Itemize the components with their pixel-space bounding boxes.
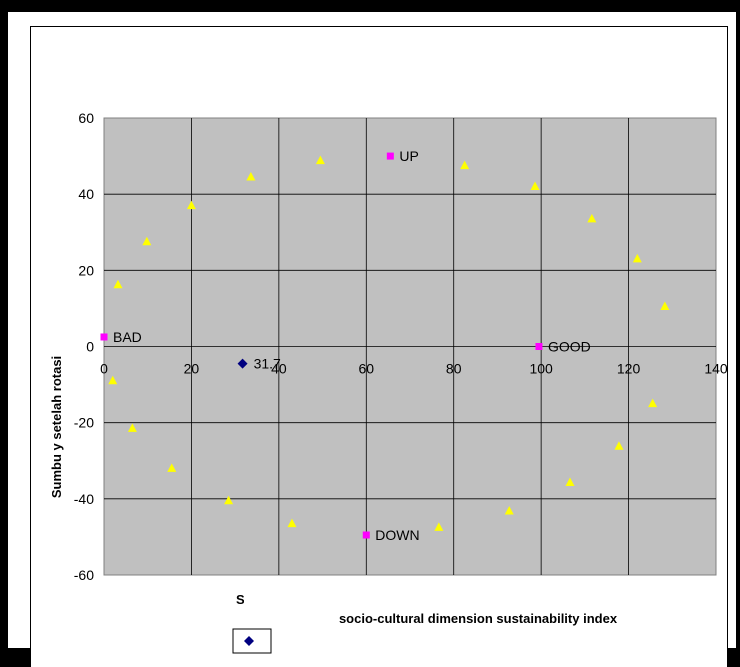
y-axis-title: Sumbu y setelah rotasi [49, 356, 64, 498]
data-point-triangle [460, 160, 470, 170]
y-tick-label: -60 [74, 567, 94, 583]
anchor-label-down: DOWN [375, 527, 419, 543]
y-tick-label: 60 [78, 110, 94, 126]
x-tick-label: 120 [617, 361, 641, 377]
y-tick-label: -40 [74, 491, 94, 507]
index-point-label: 31.7 [254, 356, 281, 372]
anchor-point-bad [100, 333, 108, 341]
data-point-triangle [565, 477, 575, 486]
plot-layer: -60 -40 -20 0 20 40 60 0 20 40 60 80 100 120 140 BAD UP G… [74, 110, 727, 583]
anchor-label-good: GOOD [548, 339, 591, 355]
data-point-triangle [246, 172, 256, 181]
anchor-label-bad: BAD [113, 329, 142, 345]
legend [232, 628, 272, 654]
data-point-triangle [504, 506, 514, 515]
data-point-triangle [186, 200, 196, 210]
y-tick-label: 40 [78, 186, 94, 202]
y-tick-label: -20 [74, 415, 94, 431]
index-point-marker [237, 358, 248, 369]
anchor-point-good [535, 343, 543, 350]
chart-area: -60 -40 -20 0 20 40 60 0 20 40 60 80 100 120 140 BAD UP G… [30, 26, 728, 667]
data-point-triangle [108, 375, 118, 385]
anchor-point-up [386, 152, 394, 160]
x-axis-title-fragment: S [236, 592, 245, 607]
data-point-triangle [113, 279, 123, 289]
legend-cover [244, 585, 276, 613]
data-point-triangle [632, 253, 642, 263]
x-tick-label: 20 [184, 361, 200, 377]
data-point-triangle [434, 522, 444, 531]
x-tick-label: 40 [271, 361, 287, 377]
y-tick-label: 20 [78, 262, 94, 278]
x-axis-title: socio-cultural dimension sustainability … [339, 611, 618, 626]
data-point-triangle [648, 398, 658, 408]
data-point-triangle [127, 423, 137, 432]
x-tick-label: 140 [704, 361, 727, 377]
x-tick-label: 0 [100, 361, 108, 377]
data-point-triangle [287, 518, 297, 528]
y-tick-label: 0 [86, 339, 94, 355]
data-point-triangle [530, 181, 540, 191]
x-tick-label: 80 [446, 361, 462, 377]
anchor-point-down [362, 531, 370, 539]
x-tick-label: 60 [358, 361, 374, 377]
scatter-chart: -60 -40 -20 0 20 40 60 0 20 40 60 80 100 120 140 BAD UP G… [49, 110, 727, 654]
data-point-triangle [315, 155, 325, 165]
legend-index-marker [244, 636, 254, 646]
data-point-triangle [614, 441, 624, 450]
x-tick-label: 100 [529, 361, 553, 377]
data-point-triangle [587, 213, 597, 223]
data-point-triangle [167, 463, 177, 472]
data-point-triangle [142, 236, 152, 246]
data-point-triangle [224, 495, 234, 505]
data-point-triangle [660, 301, 670, 311]
anchor-label-up: UP [399, 148, 418, 164]
chart-frame: -60 -40 -20 0 20 40 60 0 20 40 60 80 100 120 140 BAD UP G… [8, 12, 736, 667]
